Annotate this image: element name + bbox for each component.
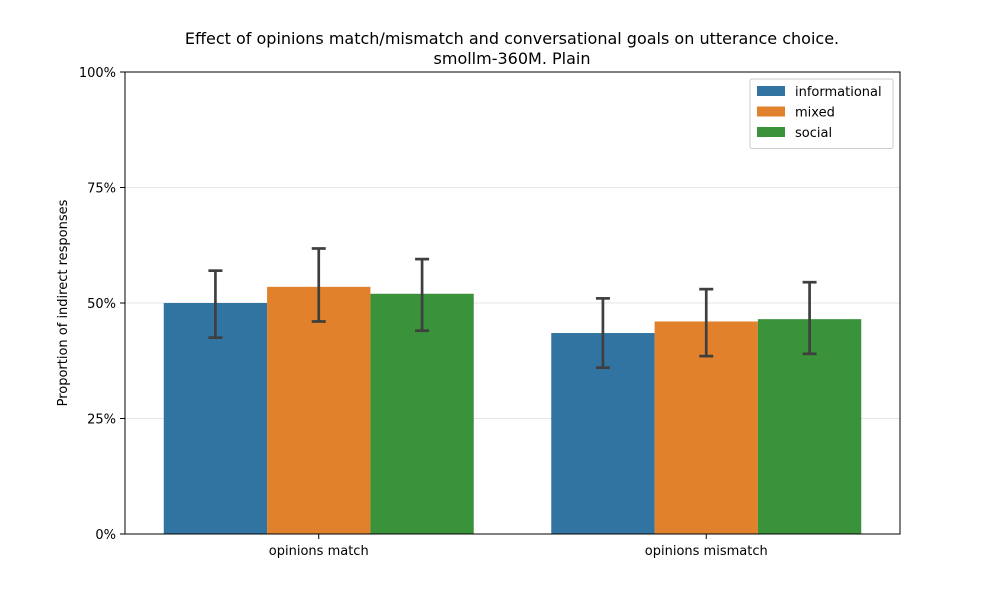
y-tick-label: 100% [79, 66, 116, 81]
error-bar-informational-1 [208, 269, 223, 339]
legend-box [749, 78, 894, 149]
chart-title: Effect of opinions match/mismatch and co… [185, 29, 839, 48]
bars [163, 286, 862, 534]
legend-swatch-social [757, 127, 785, 137]
legend-swatch-mixed [757, 106, 785, 117]
error-bar-mixed-1 [311, 247, 326, 323]
bar-mixed-1 [267, 286, 371, 534]
bar-informational-1 [163, 303, 268, 534]
legend-label-informational: informational [795, 85, 882, 100]
error-bar-informational-2 [595, 297, 610, 370]
y-axis-label: Proportion of indirect responses [56, 199, 71, 406]
x-ticks: opinions match opinions mismatch [269, 534, 768, 559]
legend-label-social: social [795, 126, 832, 141]
y-ticks: 0% 25% 50% 75% 100% [79, 66, 125, 543]
bar-social-1 [370, 293, 474, 534]
x-tick-label: opinions match [269, 544, 369, 559]
x-tick-label: opinions mismatch [645, 544, 768, 559]
error-bar-social-2 [802, 280, 817, 356]
y-tick-label: 25% [87, 413, 116, 428]
legend: informational mixed social [749, 78, 894, 149]
error-bars [208, 247, 817, 370]
y-tick-label: 75% [87, 182, 116, 197]
error-bar-mixed-2 [699, 287, 714, 358]
y-tick-label: 0% [95, 528, 116, 543]
y-tick-label: 50% [87, 297, 116, 312]
legend-label-mixed: mixed [795, 106, 835, 121]
error-bar-social-1 [415, 257, 430, 333]
chart-subtitle: smollm-360M. Plain [434, 49, 591, 68]
legend-swatch-informational [757, 86, 785, 96]
